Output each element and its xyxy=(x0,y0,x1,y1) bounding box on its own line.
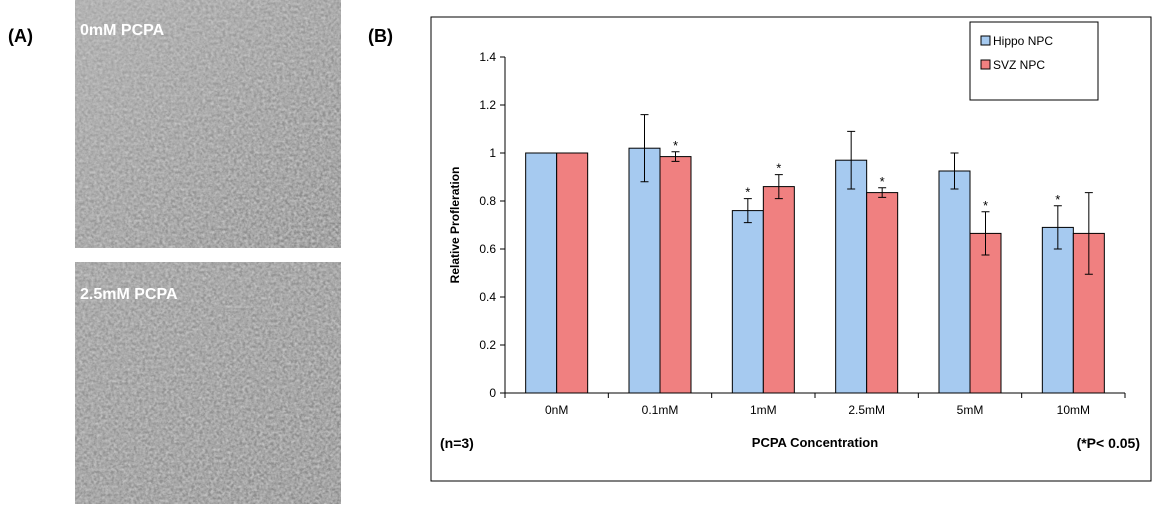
error-bar xyxy=(847,130,856,190)
legend-swatch xyxy=(980,35,991,46)
bar xyxy=(866,192,899,394)
y-tick-label: 0.8 xyxy=(479,194,496,208)
error-bar xyxy=(1053,205,1062,250)
significance-marker: * xyxy=(880,174,885,189)
sample-note: (n=3) xyxy=(440,435,474,451)
error-bar xyxy=(950,152,959,190)
x-tick-label: 0nM xyxy=(545,403,568,417)
image-caption: 2.5mM PCPA xyxy=(80,286,178,303)
bar xyxy=(628,147,661,394)
bar xyxy=(525,152,558,394)
panel-label: (B) xyxy=(368,26,393,46)
micrograph xyxy=(75,0,341,248)
bar xyxy=(969,232,1002,394)
y-tick-label: 0.2 xyxy=(479,338,496,352)
error-bar xyxy=(774,174,783,200)
significance-note: (*P< 0.05) xyxy=(1077,435,1140,451)
micrograph xyxy=(75,262,341,504)
significance-marker: * xyxy=(673,138,678,153)
y-tick-label: 0 xyxy=(489,386,496,400)
error-bar xyxy=(981,211,990,256)
y-axis-title: Relative Profleration xyxy=(448,167,462,284)
image-caption: 0mM PCPA xyxy=(80,22,165,39)
error-bar xyxy=(671,151,680,162)
x-tick-label: 2.5mM xyxy=(848,403,885,417)
x-tick-label: 1mM xyxy=(750,403,777,417)
x-tick-label: 0.1mM xyxy=(642,403,679,417)
error-bar xyxy=(743,198,752,224)
bar xyxy=(659,156,692,394)
error-bar xyxy=(878,187,887,198)
significance-marker: * xyxy=(745,185,750,200)
y-tick-label: 0.6 xyxy=(479,242,496,256)
panel-label: (A) xyxy=(8,26,33,46)
bar xyxy=(762,186,795,394)
x-tick-label: 10mM xyxy=(1057,403,1090,417)
bar xyxy=(938,170,971,394)
legend-box xyxy=(969,21,1099,101)
significance-marker: * xyxy=(983,198,988,213)
bar xyxy=(1041,226,1074,394)
chart: 0 0.2 0.4 0.6 0.8 1 1.2 1.4 0nM 0.1mM * 1mM * * 2.5mM *… xyxy=(448,21,1126,450)
significance-marker: * xyxy=(776,161,781,176)
y-tick-label: 0.4 xyxy=(479,290,496,304)
legend-label: Hippo NPC xyxy=(993,34,1053,48)
x-tick-label: 5mM xyxy=(957,403,984,417)
y-tick-label: 1.4 xyxy=(479,50,496,64)
y-tick-label: 1 xyxy=(489,146,496,160)
significance-marker: * xyxy=(1055,192,1060,207)
x-axis-title: PCPA Concentration xyxy=(752,435,878,450)
error-bar xyxy=(1084,192,1093,275)
legend-label: SVZ NPC xyxy=(993,58,1045,72)
y-tick-label: 1.2 xyxy=(479,98,496,112)
legend-swatch xyxy=(980,59,991,70)
bar xyxy=(556,152,589,394)
bar xyxy=(731,210,764,394)
bar xyxy=(835,159,868,394)
error-bar xyxy=(640,114,649,183)
